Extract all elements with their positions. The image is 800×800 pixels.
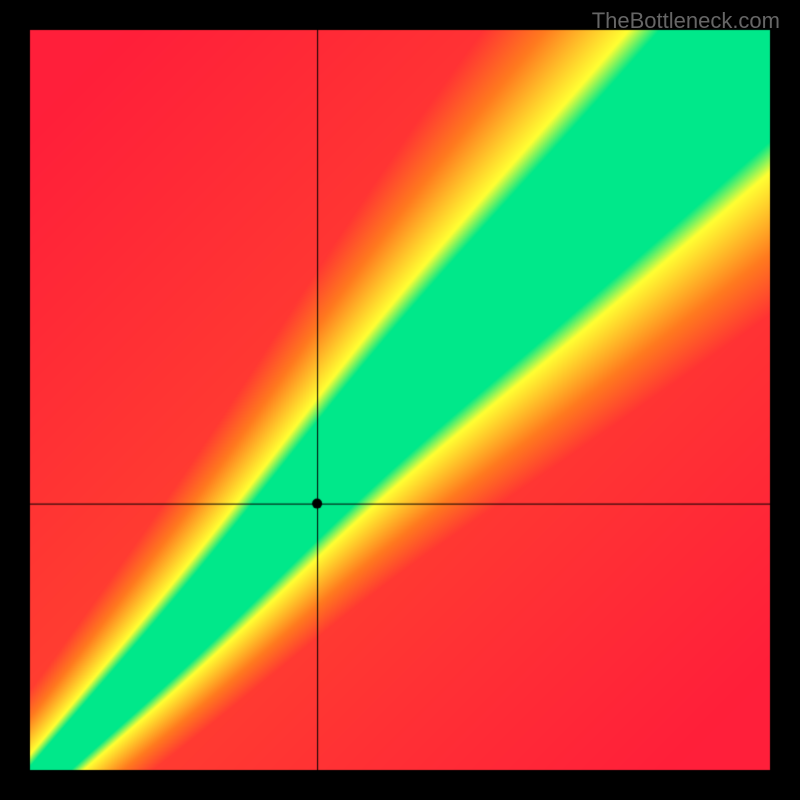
chart-container: TheBottleneck.com (0, 0, 800, 800)
bottleneck-heatmap (0, 0, 800, 800)
watermark-text: TheBottleneck.com (592, 8, 780, 34)
